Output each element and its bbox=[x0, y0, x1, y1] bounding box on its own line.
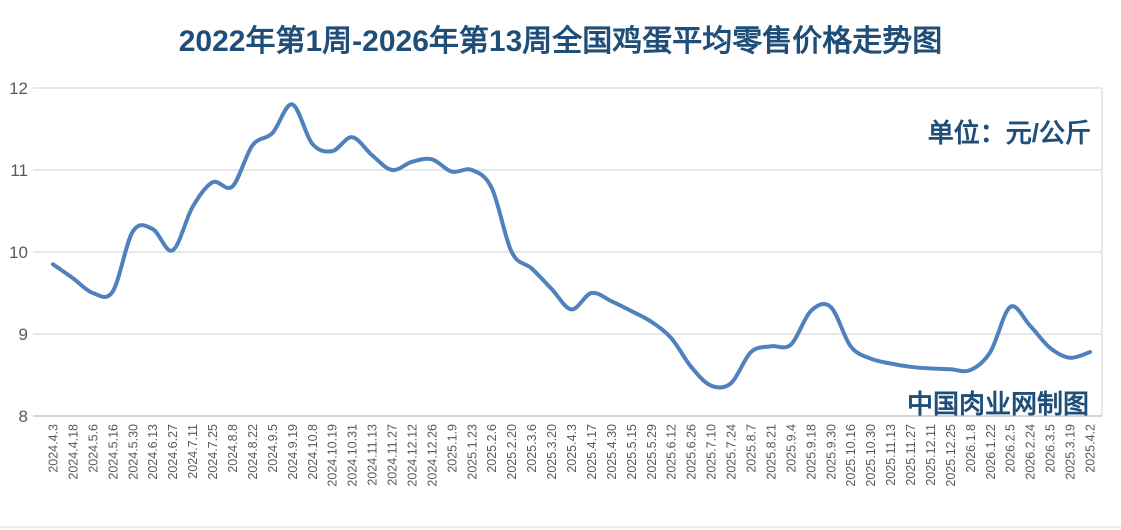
x-tick-label: 2024.6.13 bbox=[146, 424, 160, 480]
x-tick-label: 2025.4.17 bbox=[585, 424, 599, 480]
x-tick-label: 2025.12.11 bbox=[924, 424, 938, 486]
x-tick-label: 2026.1.22 bbox=[984, 424, 998, 480]
x-tick-label: 2025.7.24 bbox=[725, 424, 739, 480]
x-tick-label: 2025.3.6 bbox=[525, 424, 539, 473]
y-tick-label: 8 bbox=[19, 407, 28, 426]
chart-title: 2022年第1周-2026年第13周全国鸡蛋平均零售价格走势图 bbox=[178, 25, 943, 58]
x-tick-label: 2025.10.30 bbox=[864, 424, 878, 487]
x-tick-label: 2024.10.8 bbox=[306, 424, 320, 480]
y-tick-label: 12 bbox=[9, 79, 28, 98]
x-tick-label: 2025.8.21 bbox=[764, 424, 778, 480]
unit-label: 单位：元/公斤 bbox=[927, 118, 1091, 148]
x-tick-label: 2024.11.13 bbox=[366, 424, 380, 486]
x-tick-label: 2025.9.4 bbox=[784, 424, 798, 473]
x-tick-label: 2024.10.31 bbox=[346, 424, 360, 487]
x-tick-label: 2024.9.5 bbox=[266, 424, 280, 473]
x-tick-label: 2025.5.29 bbox=[645, 424, 659, 480]
x-tick-label: 2025.7.10 bbox=[705, 424, 719, 480]
x-tick-label: 2026.2.24 bbox=[1024, 424, 1038, 480]
x-tick-label: 2025.1.9 bbox=[445, 424, 459, 473]
x-tick-label: 2026.1.8 bbox=[964, 424, 978, 473]
x-tick-label: 2024.8.8 bbox=[226, 424, 240, 473]
x-tick-label: 2024.12.12 bbox=[405, 424, 419, 487]
x-tick-label: 2024.9.19 bbox=[286, 424, 300, 480]
y-tick-label: 9 bbox=[19, 325, 28, 344]
x-tick-label: 2025.9.18 bbox=[804, 424, 818, 480]
x-tick-label: 2025.12.25 bbox=[944, 424, 958, 487]
x-tick-label: 2025.11.27 bbox=[904, 424, 918, 486]
x-tick-label: 2024.5.16 bbox=[106, 424, 120, 480]
x-tick-label: 2025.6.26 bbox=[685, 424, 699, 480]
x-tick-label: 2026.2.5 bbox=[1004, 424, 1018, 473]
x-tick-label: 2024.10.19 bbox=[326, 424, 340, 487]
x-tick-label: 2025.4.2 bbox=[1084, 424, 1098, 473]
x-tick-label: 2025.2.6 bbox=[485, 424, 499, 473]
x-tick-label: 2024.7.25 bbox=[206, 424, 220, 480]
x-tick-label: 2025.9.30 bbox=[824, 424, 838, 480]
y-tick-label: 10 bbox=[9, 243, 28, 262]
x-tick-label: 2024.5.30 bbox=[126, 424, 140, 480]
x-tick-label: 2025.2.20 bbox=[505, 424, 519, 480]
x-tick-label: 2026.3.5 bbox=[1044, 424, 1058, 473]
x-tick-label: 2024.4.18 bbox=[66, 424, 80, 480]
x-tick-label: 2024.11.27 bbox=[386, 424, 400, 486]
x-tick-label: 2024.6.27 bbox=[166, 424, 180, 480]
x-tick-label: 2025.3.20 bbox=[545, 424, 559, 480]
x-tick-label: 2024.5.6 bbox=[86, 424, 100, 473]
price-line bbox=[51, 102, 1092, 390]
x-tick-label: 2024.12.26 bbox=[425, 424, 439, 487]
x-tick-label: 2025.5.15 bbox=[625, 424, 639, 480]
x-tick-label: 2025.1.23 bbox=[465, 424, 479, 480]
x-tick-label: 2024.8.22 bbox=[246, 424, 260, 480]
x-tick-label: 2025.8.7 bbox=[744, 424, 758, 473]
x-tick-label: 2025.11.13 bbox=[884, 424, 898, 486]
x-tick-label: 2025.4.3 bbox=[565, 424, 579, 473]
x-tick-label: 2025.10.16 bbox=[844, 424, 858, 487]
x-tick-label: 2025.3.19 bbox=[1064, 424, 1078, 480]
x-tick-label: 2024.7.11 bbox=[186, 424, 200, 479]
x-tick-label: 2025.6.12 bbox=[665, 424, 679, 480]
credit-label: 中国肉业网制图 bbox=[906, 389, 1089, 419]
y-tick-label: 11 bbox=[10, 161, 28, 180]
x-tick-label: 2024.4.3 bbox=[47, 424, 61, 473]
x-tick-label: 2025.4.30 bbox=[605, 424, 619, 480]
